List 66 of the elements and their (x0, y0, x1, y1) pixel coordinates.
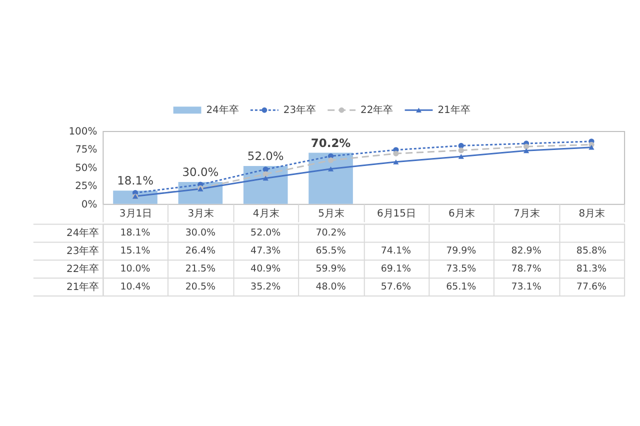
data-label: 69.1% (380, 264, 411, 275)
point (523, 148, 530, 154)
text: 70.2% (310, 136, 351, 150)
text: 18.1% (117, 174, 154, 188)
data-label: 21.5% (185, 264, 216, 275)
data-label: 30.0% (185, 228, 216, 239)
data-label: 70.2% (316, 228, 346, 239)
legend-label: 23年卒 (283, 104, 316, 116)
x-tick-label: 3月末 (188, 207, 214, 220)
y-tick-label: 0% (81, 199, 98, 210)
point (328, 157, 334, 164)
data-label: 65.1% (446, 282, 476, 293)
data-label: 15.1% (120, 246, 150, 257)
x-tick-label: 3月1日 (119, 208, 152, 220)
data-label: 77.6% (576, 282, 607, 293)
data-label: 52.0% (250, 228, 281, 239)
data-label: 40.9% (250, 264, 281, 275)
point (588, 144, 594, 150)
data-label: 35.2% (250, 282, 281, 293)
x-tick-label: 8月末 (578, 207, 606, 220)
y-tick-label: 25% (75, 181, 98, 192)
data-label: 47.3% (250, 246, 281, 257)
data-label: 78.7% (511, 264, 542, 275)
text: 52.0% (247, 149, 284, 164)
point (262, 176, 268, 181)
data-label: 82.9% (511, 246, 542, 257)
x-tick-label: 6月末 (448, 207, 475, 220)
point (328, 166, 334, 172)
y-tick-label: 100% (68, 126, 98, 138)
x-tick-label: 7月末 (514, 207, 540, 220)
data-label: 18.1% (120, 228, 150, 239)
point (523, 144, 530, 150)
data-label: 73.1% (511, 282, 542, 293)
point (262, 171, 268, 177)
x-tick-label: 6月15日 (376, 208, 416, 220)
legend-label: 24年卒 (206, 104, 239, 116)
data-label: 81.3% (576, 264, 607, 275)
data-label: 10.4% (120, 282, 150, 293)
text: 23年卒 (66, 246, 100, 258)
text: 24年卒 (66, 228, 100, 240)
point (393, 150, 399, 156)
data-label: 65.5% (316, 246, 346, 257)
point (262, 166, 268, 172)
text: 30.0% (182, 165, 219, 180)
y-tick-label: 50% (75, 162, 98, 174)
data-label: 73.5% (446, 264, 476, 275)
data-label: 74.1% (380, 246, 411, 257)
point (393, 159, 399, 164)
data-label: 26.4% (185, 246, 216, 257)
point (458, 154, 464, 159)
data-label: 79.9% (446, 246, 476, 257)
data-label: 20.5% (185, 282, 216, 293)
legend-label: 22年卒 (360, 104, 394, 116)
data-label: 10.0% (120, 264, 150, 275)
x-tick-label: 4月末 (252, 207, 280, 220)
data-label: 85.8% (576, 246, 607, 257)
bar (308, 152, 353, 204)
data-label: 59.9% (316, 264, 346, 275)
y-tick-label: 75% (75, 144, 98, 156)
legend-label: 21年卒 (438, 104, 470, 116)
data-label: 57.6% (380, 282, 411, 293)
x-tick-label: 5月末 (318, 207, 344, 220)
data-label: 48.0% (316, 282, 346, 293)
text: 21年卒 (66, 282, 100, 294)
point (458, 148, 464, 154)
text: 22年卒 (66, 264, 100, 276)
